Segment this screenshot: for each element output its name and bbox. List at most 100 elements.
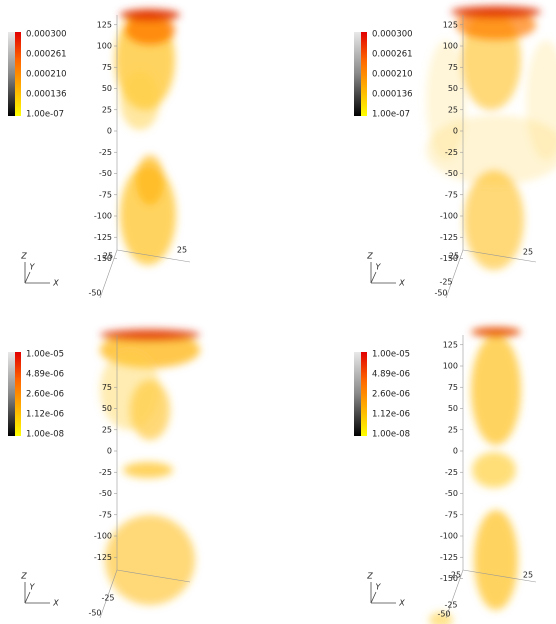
colorbar: 1.00e-05 4.89e-06 2.60e-06 1.12e-06 1.00e-08 xyxy=(8,350,64,440)
z-tick-label: 75 xyxy=(448,383,458,392)
orient-label: Z xyxy=(20,572,27,581)
z-tick-label: -125 xyxy=(94,553,112,562)
colorbar-label: 0.000300 xyxy=(26,30,67,40)
z-tick-label: -125 xyxy=(440,553,458,562)
colorbar-color xyxy=(361,352,367,436)
volume-blob xyxy=(100,329,200,341)
z-tick-label: -25 xyxy=(99,468,112,477)
z-tick-label: -50 xyxy=(99,169,112,178)
volume-blob xyxy=(100,350,160,430)
volume-blob xyxy=(474,510,518,610)
z-tick-label: -125 xyxy=(94,233,112,242)
volume-blob xyxy=(125,15,175,45)
z-tick-label: 0 xyxy=(107,127,112,136)
orient-label: X xyxy=(398,279,405,288)
orient-label: X xyxy=(52,279,59,288)
z-tick-label: -100 xyxy=(440,212,458,221)
colorbar-label: 0.000210 xyxy=(372,70,413,80)
z-tick-label: 25 xyxy=(102,105,112,114)
colorbar-label: 1.00e-08 xyxy=(372,430,410,440)
orient-label: Y xyxy=(30,583,36,592)
colorbar: 0.000300 0.000261 0.000210 0.000136 1.00e-07 xyxy=(354,30,413,120)
volume-blob xyxy=(426,40,466,160)
colorbar-label: 1.12e-06 xyxy=(372,410,410,420)
colorbar-color xyxy=(361,32,367,116)
render-panel: 1.00e-05 4.89e-06 2.60e-06 1.12e-06 1.00e-08… xyxy=(8,329,200,619)
z-tick-label: -50 xyxy=(99,489,112,498)
colorbar-label: 0.000136 xyxy=(26,90,67,100)
z-tick-label: -125 xyxy=(440,233,458,242)
colorbar-label: 2.60e-06 xyxy=(372,390,410,400)
x-axis xyxy=(462,249,537,263)
orient-label: X xyxy=(52,599,59,608)
colorbar-label: 1.00e-08 xyxy=(26,430,64,440)
orientation-axes: ZY X xyxy=(366,252,405,288)
orient-y xyxy=(24,271,31,284)
colorbar-label: 2.60e-06 xyxy=(26,390,64,400)
z-tick-label: 75 xyxy=(448,63,458,72)
orient-label: Z xyxy=(20,252,27,261)
volume-render xyxy=(426,6,556,270)
colorbar-label: 1.12e-06 xyxy=(26,410,64,420)
volume-blob xyxy=(123,462,173,478)
orientation-axes: ZY X xyxy=(366,572,405,608)
volume-blob xyxy=(464,170,524,270)
y-axis xyxy=(445,569,464,619)
volume-blob xyxy=(136,155,164,205)
orientation-axes: ZY X xyxy=(20,572,59,608)
orient-label: Z xyxy=(366,572,373,581)
volume-render xyxy=(100,329,200,605)
z-tick-label: 25 xyxy=(448,105,458,114)
orient-label: Y xyxy=(376,583,382,592)
z-tick-label: 75 xyxy=(102,383,112,392)
colorbar-color xyxy=(15,32,21,116)
orient-label: Y xyxy=(30,263,36,272)
orient-y xyxy=(370,271,377,284)
z-tick-label: 50 xyxy=(102,404,112,413)
z-tick-label: -25 xyxy=(99,148,112,157)
z-tick-label: -50 xyxy=(445,169,458,178)
volume-blob xyxy=(526,40,556,160)
z-tick-label: 25 xyxy=(448,425,458,434)
axis-label: 25 xyxy=(177,246,187,255)
z-tick-label: 100 xyxy=(443,42,458,51)
colorbar-label: 1.00e-05 xyxy=(26,350,64,360)
z-tick-label: -100 xyxy=(440,532,458,541)
orient-label: Z xyxy=(366,252,373,261)
axis-label: -50 xyxy=(88,609,101,618)
z-tick-label: 100 xyxy=(443,362,458,371)
colorbar-label: 0.000300 xyxy=(372,30,413,40)
orientation-axes: ZY X xyxy=(20,252,59,288)
z-tick-label: -75 xyxy=(445,510,458,519)
colorbar-gray xyxy=(8,352,15,436)
colorbar: 1.00e-05 4.89e-06 2.60e-06 1.12e-06 1.00e-08 xyxy=(354,350,410,440)
volume-blob xyxy=(451,6,541,18)
y-axis xyxy=(99,569,118,619)
volume-blob xyxy=(471,327,521,337)
z-tick-label: 100 xyxy=(97,42,112,51)
z-tick-label: 125 xyxy=(443,340,458,349)
volume-blob xyxy=(471,335,521,445)
colorbar-label: 4.89e-06 xyxy=(26,370,64,380)
x-axis xyxy=(462,569,537,583)
volume-blob xyxy=(472,452,516,488)
orient-y xyxy=(370,591,377,604)
x-axis xyxy=(116,569,191,583)
colorbar-label: 1.00e-07 xyxy=(26,110,64,120)
axis-label: 25 xyxy=(523,571,533,580)
z-tick-label: 125 xyxy=(97,20,112,29)
volume-render xyxy=(115,9,180,265)
z-tick-label: -25 xyxy=(445,148,458,157)
render-panel: 1.00e-05 4.89e-06 2.60e-06 1.12e-06 1.00e-08… xyxy=(354,327,537,624)
colorbar-label: 0.000210 xyxy=(26,70,67,80)
colorbar-color xyxy=(15,352,21,436)
z-tick-label: -75 xyxy=(99,510,112,519)
colorbar-label: 1.00e-05 xyxy=(372,350,410,360)
axis-label: 25 xyxy=(449,252,459,261)
colorbar-label: 0.000261 xyxy=(26,50,67,60)
orient-label: X xyxy=(398,599,405,608)
x-axis xyxy=(116,249,191,263)
z-tick-label: -75 xyxy=(445,190,458,199)
colorbar-label: 0.000261 xyxy=(372,50,413,60)
render-panel: 0.000300 0.000261 0.000210 0.000136 1.00e-07… xyxy=(354,6,556,299)
